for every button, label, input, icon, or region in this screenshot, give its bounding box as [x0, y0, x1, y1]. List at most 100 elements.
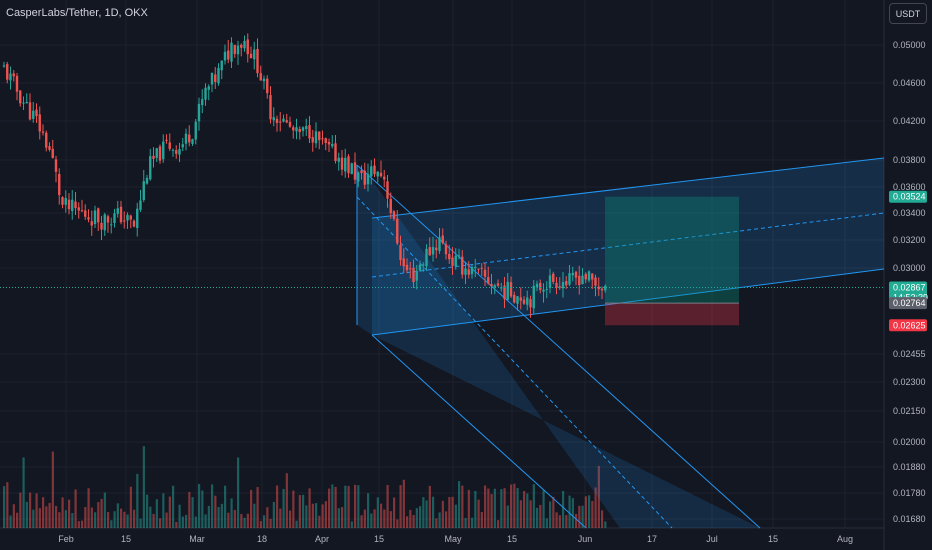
volume-bar	[380, 503, 383, 528]
candle-body	[350, 163, 353, 175]
volume-bar	[84, 507, 87, 528]
candle-body	[308, 125, 311, 139]
descending-channel-upper	[356, 164, 761, 529]
candle-body	[305, 126, 308, 130]
candle-body	[152, 155, 155, 159]
volume-bars	[3, 446, 607, 528]
candle-body	[165, 139, 168, 141]
volume-bar	[529, 500, 532, 528]
price-tag-label: 0.02764	[893, 298, 926, 308]
candle-body	[175, 150, 178, 154]
candle-body	[110, 224, 113, 226]
volume-bar	[185, 514, 188, 528]
candle-body	[353, 162, 357, 180]
volume-bar	[159, 518, 162, 528]
volume-bar	[568, 495, 571, 528]
volume-bar	[308, 488, 311, 528]
candle-body	[363, 170, 366, 185]
volume-bar	[175, 521, 178, 528]
candle-body	[516, 296, 519, 304]
candle-body	[272, 117, 275, 121]
candle-body	[22, 102, 25, 104]
candle-body	[256, 48, 259, 74]
price-axis-label: 0.03600	[893, 182, 926, 192]
ascending-channel-mid	[371, 212, 885, 278]
candle-body	[334, 143, 337, 161]
volume-bar	[422, 497, 425, 528]
volume-bar	[588, 495, 591, 528]
candle-body	[555, 282, 558, 288]
volume-bar	[230, 498, 233, 528]
volume-bar	[438, 512, 441, 528]
volume-bar	[191, 497, 194, 528]
candle-body	[529, 299, 532, 308]
candle-body	[396, 218, 399, 244]
volume-bar	[48, 502, 51, 528]
candle-body	[266, 78, 269, 94]
volume-bar	[396, 519, 399, 528]
volume-bar	[211, 484, 214, 528]
candle-body	[480, 267, 483, 269]
volume-bar	[64, 510, 67, 528]
candle-body	[535, 283, 539, 288]
volume-bar	[315, 503, 318, 528]
time-axis-label: May	[444, 534, 462, 544]
candle-body	[392, 211, 396, 219]
volume-bar	[282, 488, 285, 528]
volume-bar	[513, 483, 516, 528]
candle-body	[220, 60, 223, 71]
volume-bar	[318, 515, 321, 528]
candle-body	[116, 208, 119, 214]
volume-bar	[276, 485, 279, 528]
candle-body	[275, 118, 279, 123]
candle-body	[526, 297, 529, 305]
price-tag	[889, 319, 927, 332]
candle-body	[28, 102, 32, 120]
volume-bar	[295, 520, 298, 528]
candle-body	[467, 269, 470, 275]
candle-body	[503, 285, 506, 299]
candle-body	[292, 127, 295, 131]
candle-body	[155, 148, 158, 158]
candle-body	[509, 282, 513, 297]
volume-bar	[204, 514, 207, 528]
volume-bar	[198, 484, 201, 528]
volume-bar	[477, 499, 480, 528]
time-axis-label: 15	[768, 534, 778, 544]
price-tag-label: 0.02625	[893, 320, 926, 330]
candle-body	[327, 142, 331, 145]
volume-bar	[552, 496, 555, 528]
price-axis-label: 0.04200	[893, 116, 926, 126]
time-axis-label: Aug	[837, 534, 853, 544]
volume-bar	[357, 485, 360, 528]
candle-body	[246, 39, 249, 55]
candle-body	[321, 138, 324, 140]
volume-bar	[565, 515, 568, 528]
candle-body	[15, 75, 19, 92]
time-axis-label: Feb	[58, 534, 74, 544]
volume-bar	[331, 484, 334, 528]
candle-body	[223, 51, 227, 61]
volume-bar	[51, 451, 54, 528]
candle-body	[158, 146, 162, 161]
volume-bar	[386, 484, 389, 528]
candle-body	[61, 197, 64, 205]
volume-bar	[324, 501, 327, 528]
candle-body	[129, 215, 132, 220]
ascending-channel-fill	[372, 158, 884, 335]
candle-body	[373, 165, 376, 175]
candle-body	[149, 156, 152, 180]
volume-bar	[194, 516, 197, 528]
candle-body	[600, 288, 604, 291]
candle-body	[386, 181, 389, 199]
symbol-title: CasperLabs/Tether, 1D, OKX	[6, 7, 148, 19]
candle-body	[483, 269, 487, 277]
volume-bar	[393, 497, 396, 528]
currency-button[interactable]: USDT	[889, 3, 927, 24]
price-axis-label: 0.01880	[893, 462, 926, 472]
volume-bar	[510, 484, 513, 528]
candle-body	[233, 44, 236, 54]
candle-body	[591, 273, 594, 280]
